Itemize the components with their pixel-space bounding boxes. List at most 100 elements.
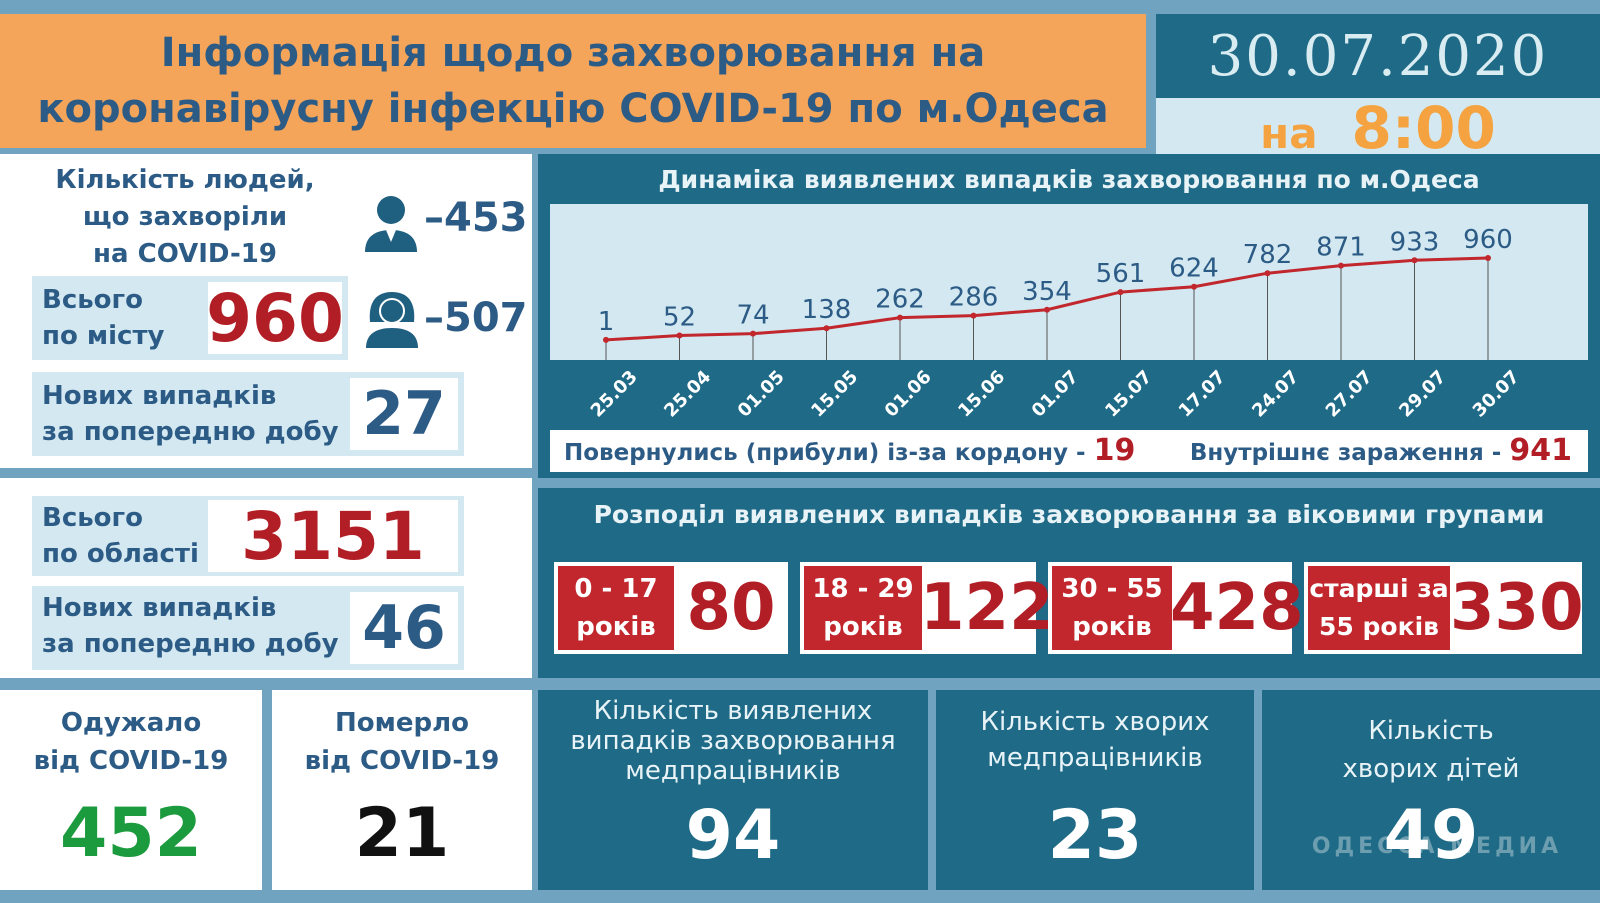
region-new-label-1: Нових випадків — [42, 593, 277, 623]
chart-point — [750, 330, 756, 337]
age-group-value: 428 — [1170, 571, 1304, 645]
region-panel: Всього по області 3151 Нових випадків за… — [0, 478, 532, 678]
chart-tick-label: 30.07 — [1469, 366, 1524, 421]
chart-data-label: 286 — [949, 283, 999, 313]
chart-data-label: 933 — [1390, 227, 1440, 257]
chart-data-label: 960 — [1463, 225, 1513, 255]
recovered-panel: Одужало від COVID-19 452 — [0, 690, 262, 890]
age-group-tag: 30 - 55 років — [1052, 566, 1172, 650]
region-total-box: Всього по області 3151 — [32, 496, 464, 576]
report-date: 30.07.2020 — [1207, 24, 1549, 89]
chart-data-label: 624 — [1169, 254, 1219, 284]
time-prefix: на — [1260, 109, 1318, 158]
medics-cases-label-2: випадків захворювання — [570, 726, 896, 756]
children-sick-label-1: Кількість — [1368, 716, 1494, 746]
region-new-value: 46 — [350, 592, 458, 664]
city-total-box: Всього по місту 960 — [32, 276, 348, 360]
chart-tick-label: 01.06 — [881, 366, 936, 421]
region-total-label-2: по області — [42, 539, 199, 569]
city-new-label-1: Нових випадків — [42, 381, 277, 411]
age-group-tag: 18 - 29 років — [804, 566, 922, 650]
age-group-tag: 0 - 17 років — [558, 566, 674, 650]
chart-tick-label: 25.03 — [587, 366, 642, 421]
chart-data-label: 354 — [1022, 277, 1072, 307]
people-label: Кількість людей, що захворіли на COVID-1… — [55, 165, 315, 269]
dynamics-title: Динаміка виявлених випадків захворювання… — [658, 165, 1480, 194]
chart-data-label: 262 — [875, 285, 925, 315]
chart-tick-label: 24.07 — [1248, 366, 1303, 421]
male-count: –453 — [424, 195, 528, 241]
medics-cases-value: 94 — [685, 796, 781, 875]
chart-point — [1411, 257, 1418, 264]
region-total-label-1: Всього — [42, 503, 143, 533]
children-sick-panel: Кількість хворих дітей 49 ОДЕССА МЕДИА — [1262, 690, 1600, 890]
chart-tick-label: 25.04 — [660, 366, 715, 421]
region-new-box: Нових випадків за попередню добу 46 — [32, 586, 464, 670]
dynamics-panel: Динаміка виявлених випадків захворювання… — [538, 154, 1600, 478]
died-label-2: від COVID-19 — [304, 746, 500, 776]
chart-data-label: 782 — [1243, 240, 1293, 270]
internal-label: Внутрішнє зараження - — [1189, 440, 1502, 466]
man-icon — [365, 196, 417, 252]
time-value: 8:00 — [1351, 94, 1496, 162]
medics-cases-label-1: Кількість виявлених — [593, 696, 873, 726]
chart-point — [823, 325, 830, 332]
chart-tick-label: 15.05 — [807, 366, 862, 421]
chart-data-label: 871 — [1316, 233, 1366, 263]
chart-data-label: 1 — [598, 307, 615, 337]
age-title: Розподіл виявлених випадків захворювання… — [593, 500, 1545, 529]
female-count: –507 — [424, 295, 528, 341]
age-group-card: 30 - 55 років 428 — [1048, 562, 1304, 654]
chart-point — [603, 336, 609, 343]
children-sick-value: 49 — [1383, 796, 1479, 875]
origin-strip: Повернулись (прибули) із-за кордону - 19… — [550, 430, 1588, 472]
city-new-value: 27 — [350, 378, 458, 450]
dynamics-chart: 1 25.03 52 25.04 74 01.05 138 15.05 262 01.06 286 1… — [550, 204, 1588, 422]
chart-point — [1044, 306, 1050, 313]
age-group-card: старші за 55 років 330 — [1304, 562, 1584, 654]
chart-tick-label: 15.06 — [954, 366, 1009, 421]
age-group-tag: старші за 55 років — [1308, 566, 1450, 650]
age-group-value: 80 — [686, 571, 776, 645]
header-title-line1: Інформація щодо захворювання на — [160, 30, 986, 76]
city-total-label-2: по місту — [42, 321, 165, 351]
medics-cases-label-3: медпрацівників — [625, 756, 841, 786]
chart-point — [676, 332, 683, 339]
chart-data-label: 561 — [1096, 259, 1146, 289]
medics-sick-panel: Кількість хворих медпрацівників 23 — [936, 690, 1254, 890]
died-value: 21 — [354, 794, 450, 873]
chart-tick-label: 29.07 — [1395, 366, 1450, 421]
chart-point — [897, 314, 903, 321]
recovered-value: 452 — [60, 794, 202, 873]
died-panel: Померло від COVID-19 21 — [272, 690, 532, 890]
region-new-label-2: за попередню добу — [42, 629, 339, 659]
age-group-card: 18 - 29 років 122 — [800, 562, 1054, 654]
medics-cases-panel: Кількість виявлених випадків захворюванн… — [538, 690, 928, 890]
city-total-value: 960 — [206, 279, 344, 357]
chart-tick-label: 01.05 — [734, 366, 789, 421]
chart-tick-label: 27.07 — [1322, 366, 1377, 421]
returned-label: Повернулись (прибули) із-за кордону - — [564, 440, 1086, 466]
age-group-card: 0 - 17 років 80 — [554, 562, 788, 654]
chart-point — [1264, 270, 1271, 277]
chart-tick-label: 01.07 — [1028, 366, 1083, 421]
chart-data-label: 74 — [736, 301, 769, 331]
city-panel: Кількість людей, що захворіли на COVID-1… — [0, 154, 532, 468]
age-group-value: 122 — [920, 571, 1054, 645]
internal-value: 941 — [1509, 433, 1572, 468]
chart-tick-label: 17.07 — [1175, 366, 1230, 421]
city-total-label-1: Всього — [42, 285, 143, 315]
city-new-box: Нових випадків за попередню добу 27 — [32, 372, 464, 456]
chart-tick-label: 15.07 — [1101, 366, 1156, 421]
chart-point — [1338, 262, 1344, 269]
chart-data-label: 52 — [663, 303, 696, 333]
children-sick-label-2: хворих дітей — [1342, 754, 1520, 784]
recovered-label-2: від COVID-19 — [33, 746, 229, 776]
chart-point — [1485, 255, 1491, 261]
recovered-label-1: Одужало — [60, 708, 202, 738]
report-time: на 8:00 — [1156, 98, 1600, 158]
header-title-line2: коронавірусну інфекцію COVID-19 по м.Оде… — [37, 86, 1109, 132]
medics-sick-value: 23 — [1047, 796, 1143, 875]
chart-point — [1191, 283, 1197, 290]
medics-sick-label-2: медпрацівників — [987, 743, 1203, 773]
